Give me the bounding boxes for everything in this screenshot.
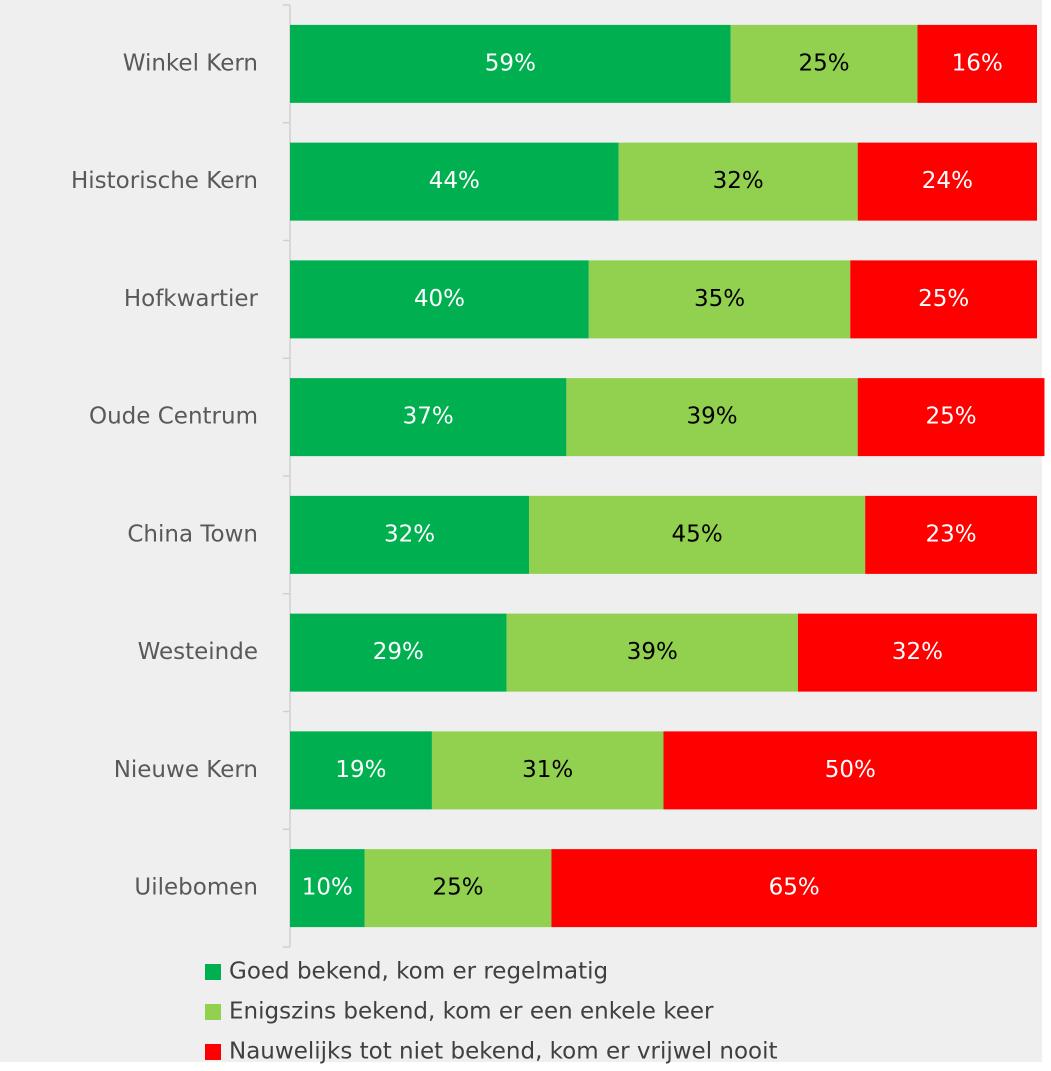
- data-label: 59%: [485, 50, 536, 76]
- bar-segment: [364, 849, 552, 928]
- bar-segment: [290, 495, 530, 574]
- bar-segment: [506, 613, 798, 692]
- data-label: 39%: [627, 639, 678, 665]
- bar-segment: [857, 142, 1037, 221]
- y-tick-label: Uilebomen: [134, 875, 258, 901]
- bar-segment: [566, 378, 858, 457]
- data-label: 25%: [799, 50, 850, 76]
- data-label: 23%: [926, 521, 977, 547]
- bar-segment: [551, 849, 1037, 928]
- y-tick-label: Winkel Kern: [123, 50, 258, 76]
- data-label: 65%: [769, 875, 820, 901]
- bar-segment: [865, 495, 1037, 574]
- data-label: 44%: [429, 168, 480, 194]
- data-label: 45%: [672, 521, 723, 547]
- legend-label: Nauwelijks tot niet bekend, kom er vrijw…: [229, 1039, 778, 1065]
- y-tick-label: Historische Kern: [71, 168, 258, 194]
- data-label: 35%: [694, 286, 745, 312]
- y-tick-label: Westeinde: [138, 639, 258, 665]
- legend-swatch: [205, 1004, 221, 1020]
- data-label: 25%: [433, 875, 484, 901]
- data-label: 25%: [918, 286, 969, 312]
- data-label: 32%: [384, 521, 435, 547]
- bar-segment: [850, 260, 1037, 339]
- bar-segment: [290, 24, 731, 103]
- legend-label: Goed bekend, kom er regelmatig: [229, 959, 608, 985]
- bar-segment: [431, 731, 664, 810]
- bar-segment: [529, 495, 866, 574]
- bar-segment: [290, 731, 432, 810]
- data-label: 37%: [403, 404, 454, 430]
- data-label: 39%: [686, 404, 737, 430]
- y-tick-label: China Town: [127, 521, 258, 547]
- y-tick-label: Oude Centrum: [89, 404, 258, 430]
- bar-segment: [588, 260, 851, 339]
- bar-segment: [618, 142, 858, 221]
- bar-segment: [857, 378, 1045, 457]
- bar-segment: [917, 24, 1037, 103]
- data-label: 32%: [713, 168, 764, 194]
- y-tick-label: Hofkwartier: [124, 286, 259, 312]
- data-label: 24%: [922, 168, 973, 194]
- data-label: 10%: [302, 875, 353, 901]
- bar-segment: [730, 24, 918, 103]
- data-label: 31%: [522, 757, 573, 783]
- bar-segment: [663, 731, 1037, 810]
- data-label: 32%: [892, 639, 943, 665]
- legend-swatch: [205, 1044, 221, 1060]
- bar-segment: [290, 378, 567, 457]
- legend-label: Enigszins bekend, kom er een enkele keer: [229, 999, 714, 1025]
- bar-segment: [797, 613, 1037, 692]
- data-label: 29%: [373, 639, 424, 665]
- bar-segment: [290, 613, 507, 692]
- bar-segment: [290, 260, 589, 339]
- data-label: 25%: [926, 404, 977, 430]
- bar-segment: [290, 142, 619, 221]
- y-tick-label: Nieuwe Kern: [114, 757, 258, 783]
- bar-segment: [290, 849, 365, 928]
- data-label: 50%: [825, 757, 876, 783]
- data-label: 40%: [414, 286, 465, 312]
- legend-swatch: [205, 964, 221, 980]
- data-label: 19%: [335, 757, 386, 783]
- data-label: 16%: [952, 50, 1003, 76]
